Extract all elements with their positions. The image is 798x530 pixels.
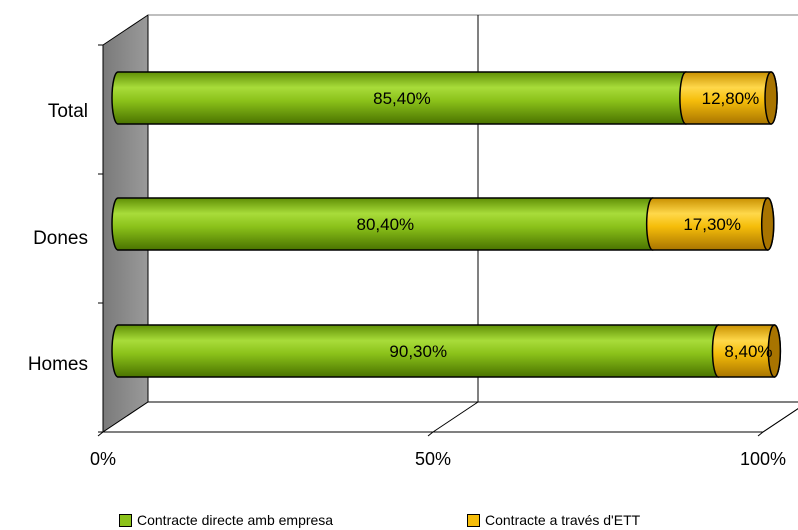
data-label-dones-ett: 17,30% xyxy=(683,215,741,234)
category-label-total: Total xyxy=(48,101,88,122)
x-tick-mark xyxy=(97,431,104,437)
data-label-total-ett: 12,80% xyxy=(702,89,760,108)
data-label-total-direct: 85,40% xyxy=(373,89,431,108)
back-wall-border xyxy=(148,14,798,16)
category-label-homes: Homes xyxy=(28,354,88,375)
legend-item-ett: Contracte a través d'ETT xyxy=(467,512,640,528)
x-tick-mark xyxy=(757,431,764,437)
bar-end-cap-total xyxy=(764,71,778,125)
floor xyxy=(101,401,798,433)
data-label-homes-direct: 90,30% xyxy=(389,342,447,361)
legend-label-ett: Contracte a través d'ETT xyxy=(485,512,641,528)
category-label-dones: Dones xyxy=(33,228,88,249)
bar-end-cap-dones xyxy=(760,197,775,251)
legend-swatch-ett xyxy=(467,513,480,527)
data-label-homes-ett: 8,40% xyxy=(724,342,772,361)
x-tick-mark xyxy=(427,431,434,437)
x-tick-label: 0% xyxy=(90,449,116,469)
legend-swatch-direct xyxy=(119,513,132,527)
legend-item-direct: Contracte directe amb empresa xyxy=(119,512,333,528)
chart-plot: 0% 50% 100% 85,40% 12,80% Total 80,40% 17,30% Do… xyxy=(28,14,798,469)
data-label-dones-direct: 80,40% xyxy=(356,215,414,234)
floor-gridline xyxy=(762,408,798,433)
legend: Contracte directe amb empresa Contracte … xyxy=(0,512,798,530)
legend-label-direct: Contracte directe amb empresa xyxy=(137,512,334,528)
bar-end-cap-homes xyxy=(767,324,782,378)
x-tick-label: 50% xyxy=(415,449,451,469)
floor-gridline xyxy=(432,401,479,433)
x-tick-label: 100% xyxy=(740,449,786,469)
